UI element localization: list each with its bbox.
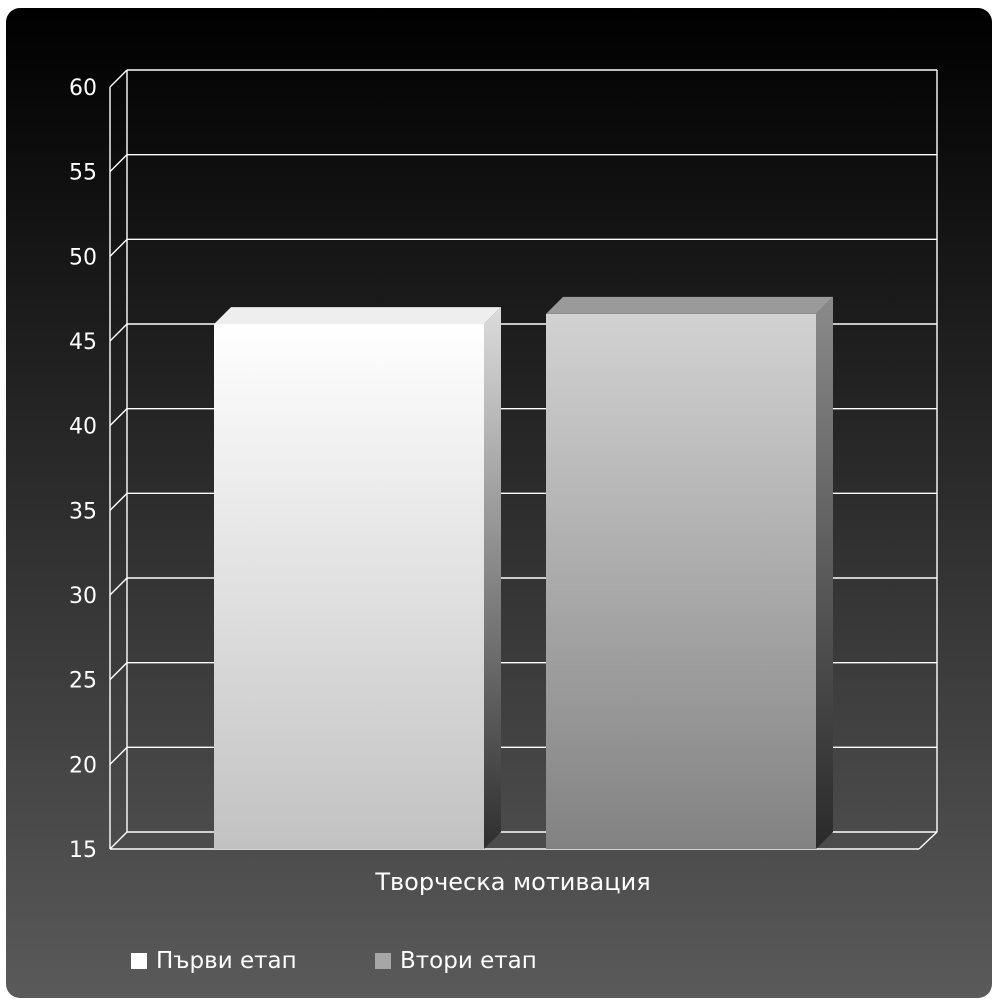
x-tick-label: Творческа мотивация <box>374 868 650 896</box>
bar-top-face <box>546 296 833 314</box>
floor-right-edge <box>918 831 938 850</box>
y-tick-label: 15 <box>69 838 97 863</box>
bars <box>214 296 833 850</box>
bar-top-face <box>214 307 501 325</box>
gridline-side <box>109 238 128 257</box>
gridline-side <box>109 492 128 511</box>
legend-label-series-2: Втори етап <box>400 948 537 974</box>
bar-series-1[interactable] <box>214 307 501 850</box>
gridline-side <box>109 746 128 765</box>
y-tick-label: 55 <box>69 161 97 186</box>
legend-item-series-2[interactable]: Втори етап <box>375 948 537 974</box>
gridline-side <box>109 662 128 681</box>
legend-item-series-1[interactable]: Първи етап <box>131 948 297 974</box>
y-tick-label: 20 <box>69 753 97 778</box>
y-tick-label: 60 <box>69 76 97 101</box>
gridline-side <box>109 577 128 596</box>
legend: Първи етап Втори етап <box>131 948 537 974</box>
y-tick-label: 50 <box>69 245 97 270</box>
legend-label-series-1: Първи етап <box>156 948 297 974</box>
y-tick-label: 45 <box>69 330 97 355</box>
y-tick-label: 30 <box>69 584 97 609</box>
y-tick-label: 25 <box>69 669 97 694</box>
bar-front-face <box>546 313 816 849</box>
gridline-side <box>109 154 128 173</box>
bar-front-face <box>214 324 484 850</box>
gridline-side <box>109 323 128 342</box>
gridline-side <box>109 831 128 850</box>
gridline-side <box>109 69 128 88</box>
legend-swatch-series-1 <box>131 953 147 969</box>
bar-series-2[interactable] <box>546 296 833 849</box>
bar-side-face <box>484 307 501 850</box>
gridline-side <box>109 408 128 427</box>
y-axis-ticks: 15 20 25 30 35 40 45 50 55 60 <box>69 76 97 863</box>
legend-swatch-series-2 <box>375 953 391 969</box>
bar-side-face <box>816 296 833 849</box>
y-tick-label: 40 <box>69 415 97 440</box>
y-tick-label: 35 <box>69 499 97 524</box>
